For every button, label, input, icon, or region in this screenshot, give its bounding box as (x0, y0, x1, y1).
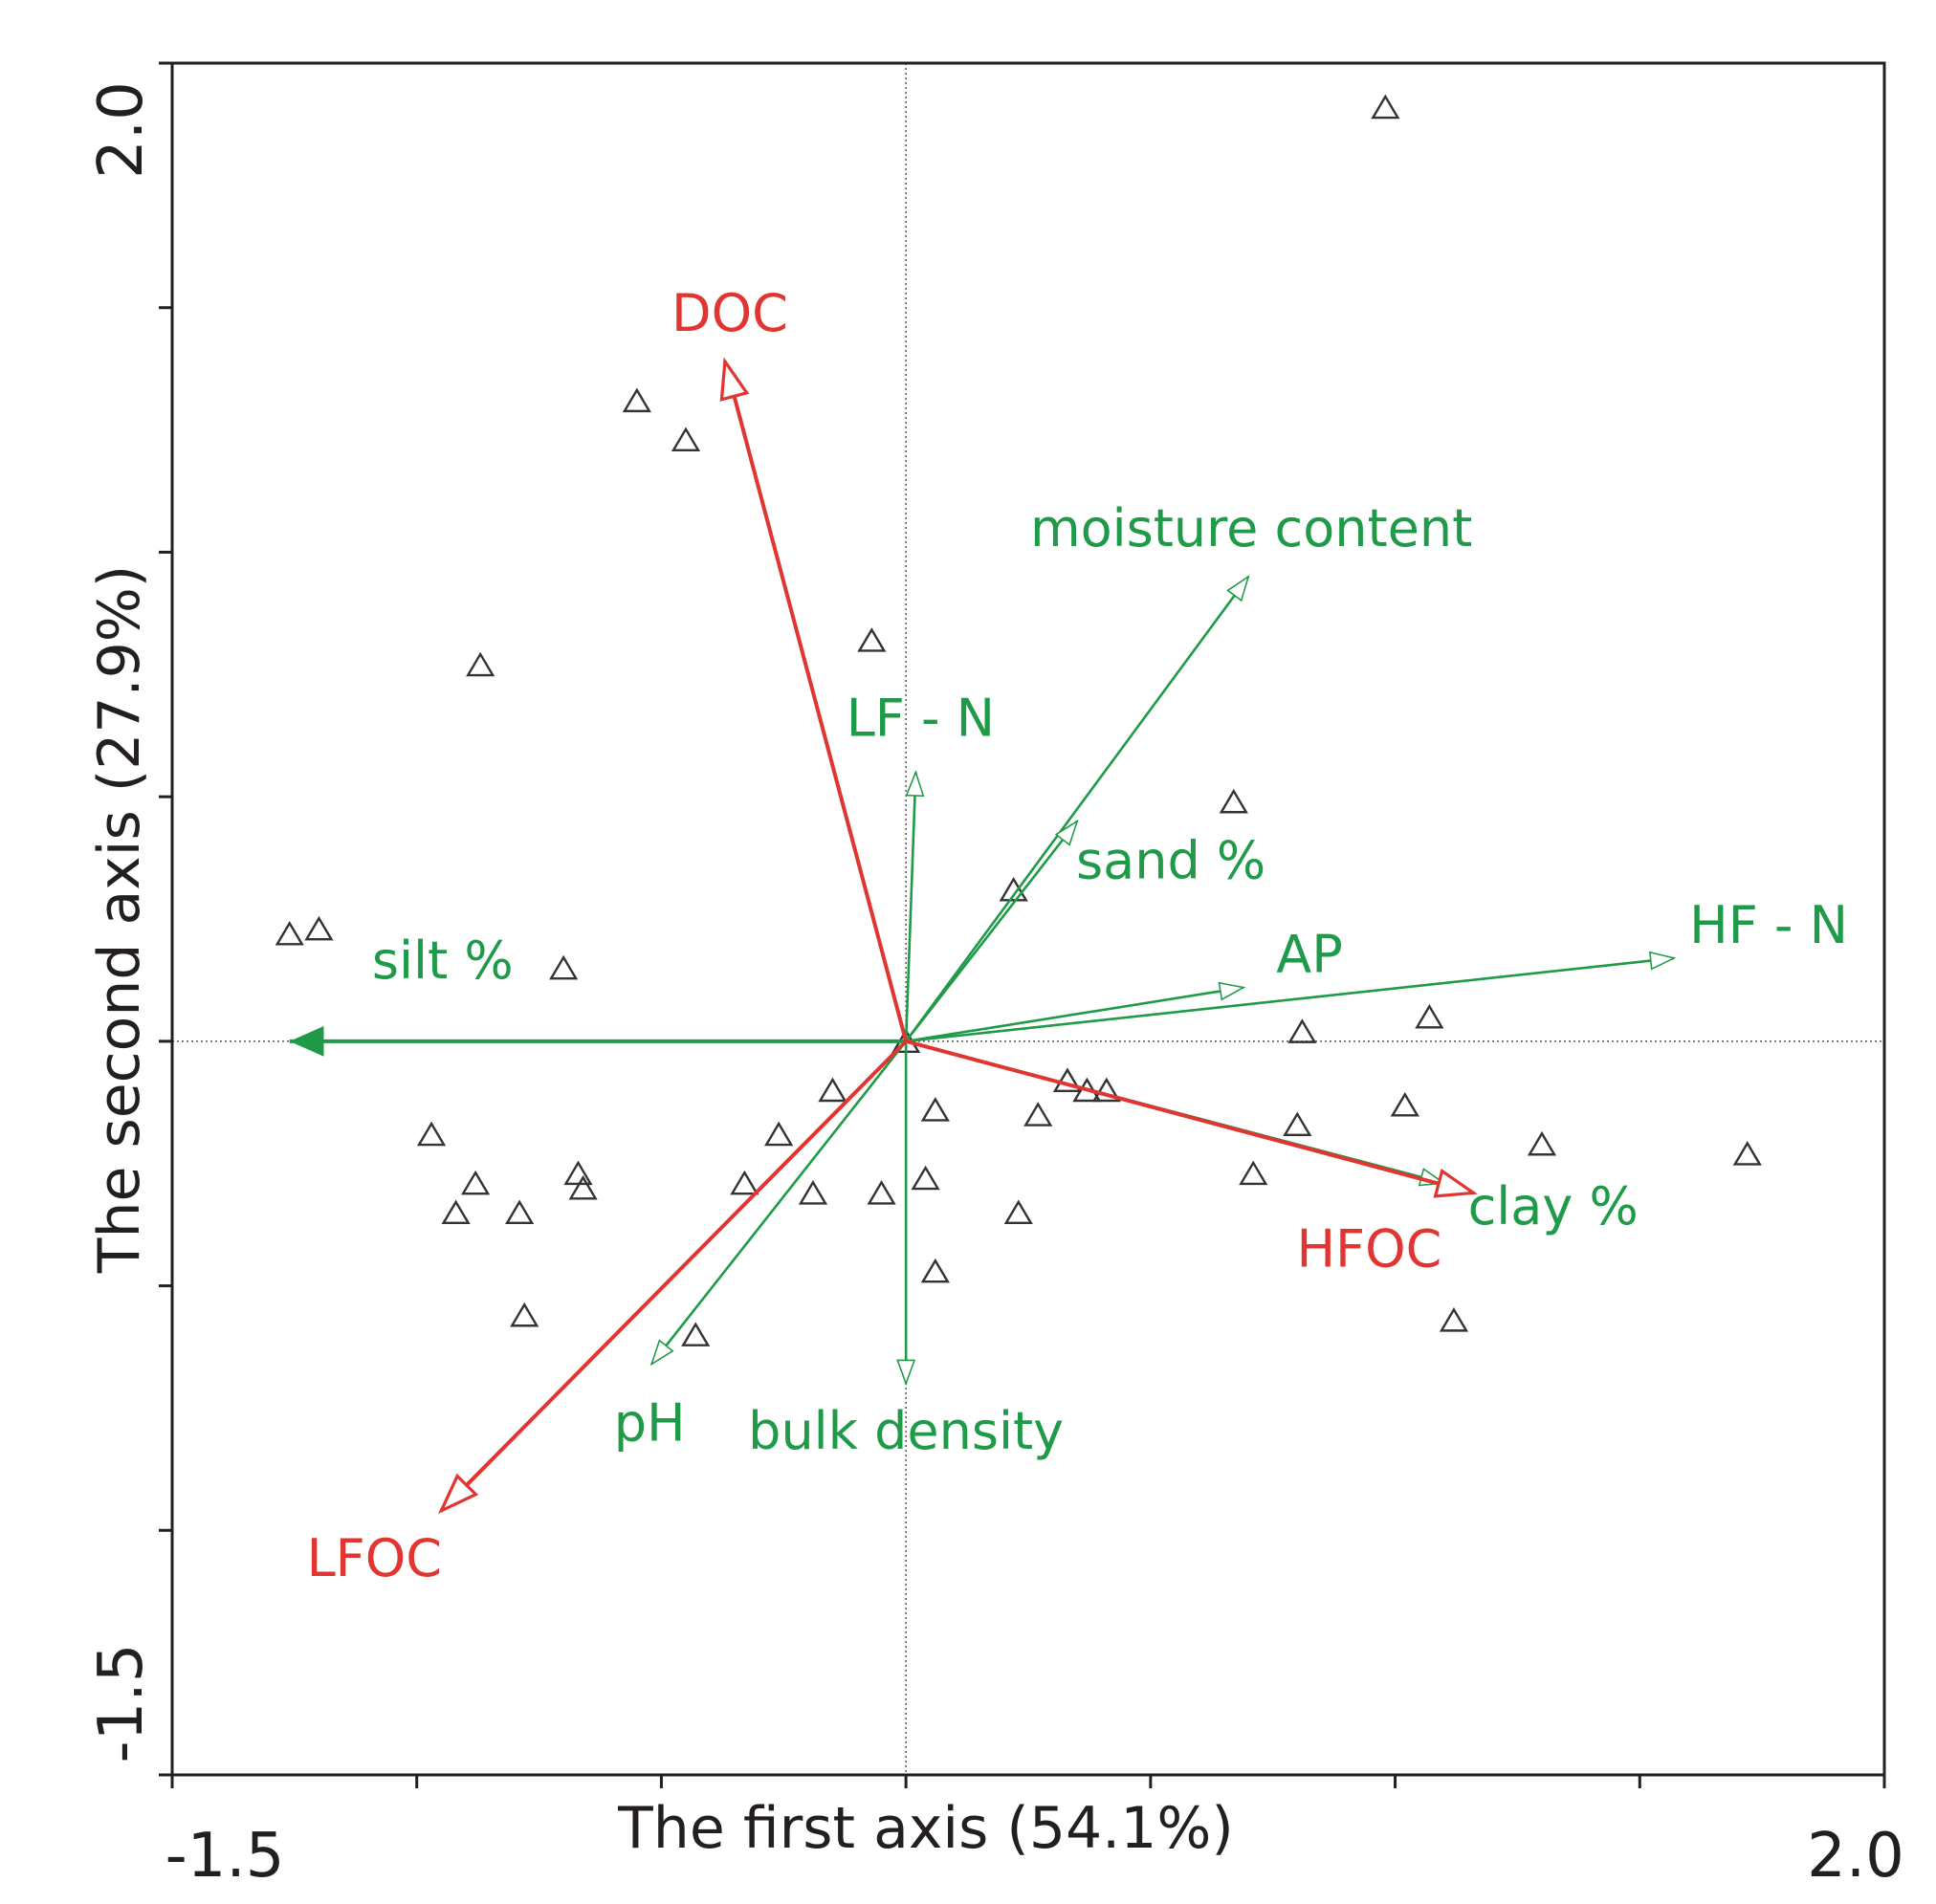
sample-point (466, 651, 495, 677)
sample-point (622, 387, 651, 413)
sample-point (920, 1258, 950, 1283)
y-tick-label-min: -1.5 (86, 1644, 157, 1763)
environment-vector-label: sand % (1076, 831, 1265, 891)
environment-vector-label: AP (1276, 925, 1343, 985)
environment-vector-label: pH (614, 1392, 686, 1453)
y-axis-title: The second axis (27.9%) (86, 565, 153, 1274)
response-vector-label: LFOC (307, 1528, 442, 1588)
environment-vector-label: LF - N (847, 689, 995, 749)
vector-arrows (289, 361, 1677, 1511)
environment-vector-label: HF - N (1689, 895, 1848, 955)
axis-ticks (159, 61, 1886, 1788)
y-tick-label-max: 2.0 (86, 81, 157, 179)
sample-point (911, 1165, 940, 1191)
sample-point (999, 876, 1028, 902)
vector-labels: moisture content LF - N sand %AP HF - N silt… (307, 283, 1848, 1588)
sample-points (275, 94, 1762, 1346)
environment-vector-label: bulk density (748, 1401, 1064, 1461)
sample-point (1023, 1102, 1053, 1127)
sample-point (1371, 94, 1400, 120)
sample-point (671, 427, 701, 451)
environment-vector-label: moisture content (1030, 498, 1472, 558)
sample-point (730, 1170, 759, 1195)
sample-point (1390, 1091, 1419, 1117)
sample-point (441, 1199, 471, 1225)
sample-point (1415, 1003, 1444, 1029)
environment-vector (906, 951, 1677, 1043)
sample-point (275, 920, 304, 946)
response-vector (725, 361, 909, 1042)
environment-vector (905, 981, 1246, 1043)
sample-point (857, 627, 887, 652)
plot-frame (170, 61, 1886, 1777)
response-vector-label: HFOC (1296, 1218, 1441, 1279)
x-axis-title: The first axis (54.1%) (617, 1795, 1234, 1862)
sample-point (549, 954, 579, 980)
sample-point (1239, 1160, 1268, 1186)
environment-vector (904, 770, 925, 1041)
environment-vector-label: clay % (1468, 1176, 1639, 1237)
sample-point (505, 1199, 535, 1225)
sample-point (1219, 788, 1248, 814)
sample-point (563, 1160, 593, 1186)
sample-point (867, 1180, 896, 1205)
sample-point (1527, 1130, 1557, 1156)
sample-point (1003, 1199, 1033, 1225)
sample-point (1287, 1018, 1317, 1043)
x-tick-label-max: 2.0 (1807, 1821, 1904, 1892)
sample-point (764, 1121, 794, 1147)
sample-point (818, 1077, 847, 1103)
response-vector (905, 1039, 1473, 1193)
sample-point (1052, 1067, 1083, 1092)
environment-vector (905, 819, 1079, 1042)
sample-point (416, 1121, 447, 1147)
sample-point (1283, 1111, 1312, 1136)
environment-vector (905, 575, 1250, 1042)
sample-point (510, 1302, 539, 1327)
sample-point (1091, 1077, 1121, 1103)
sample-point (798, 1180, 828, 1205)
x-tick-label-min: -1.5 (165, 1821, 285, 1892)
response-vector (441, 1040, 908, 1511)
environment-vector (649, 1040, 908, 1367)
sample-point (920, 1097, 950, 1122)
sample-point (1439, 1307, 1469, 1332)
sample-point (304, 915, 334, 941)
response-vector-label: DOC (671, 283, 788, 343)
sample-point (568, 1174, 598, 1200)
environment-vector-label: silt % (372, 930, 514, 991)
sample-point (681, 1322, 711, 1346)
sample-point (460, 1170, 491, 1195)
sample-point (1732, 1141, 1762, 1166)
